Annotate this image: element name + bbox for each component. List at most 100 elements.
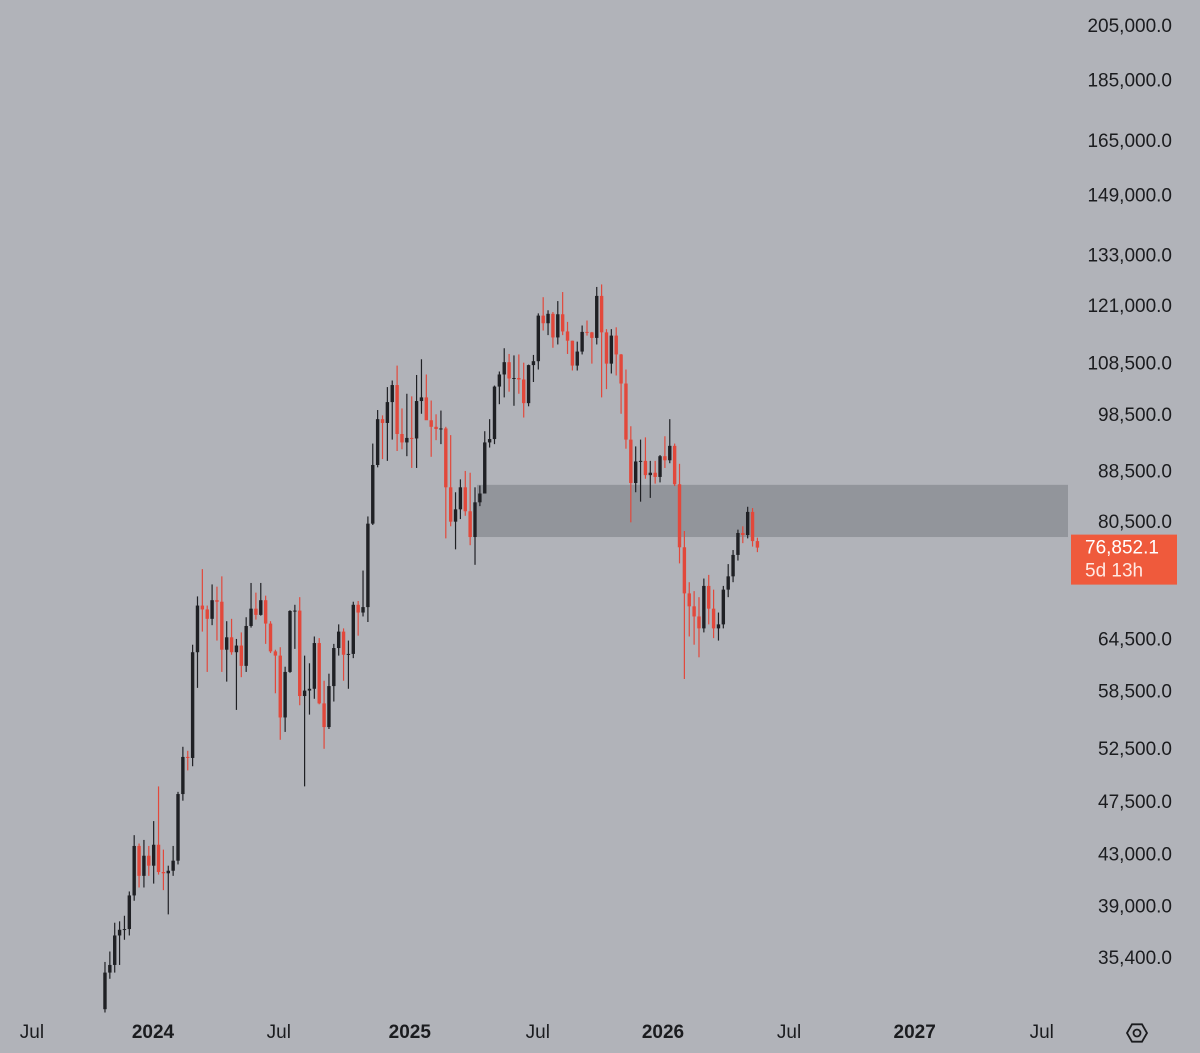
candle-body bbox=[682, 547, 687, 594]
y-tick-label: 98,500.0 bbox=[1098, 405, 1172, 426]
candle-body bbox=[332, 648, 336, 687]
candle-body bbox=[536, 315, 541, 362]
candle-body bbox=[556, 314, 560, 338]
candle-body bbox=[633, 461, 638, 484]
candle-body bbox=[224, 637, 229, 650]
candle-body bbox=[711, 608, 716, 629]
candle-body bbox=[599, 295, 604, 333]
candle-body bbox=[741, 532, 745, 535]
y-tick-label: 205,000.0 bbox=[1087, 16, 1172, 37]
last-price-box bbox=[1071, 534, 1177, 585]
candle-body bbox=[658, 456, 662, 477]
countdown-label: 5d 13h bbox=[1085, 561, 1143, 582]
candle-body bbox=[156, 844, 161, 873]
candle-body bbox=[702, 585, 706, 629]
candle-body bbox=[624, 383, 628, 440]
candle-body bbox=[736, 532, 740, 555]
candle-body bbox=[186, 756, 190, 758]
candle-body bbox=[595, 295, 599, 338]
candle-body bbox=[195, 605, 200, 653]
candle-body bbox=[541, 315, 545, 324]
candle-body bbox=[512, 377, 516, 379]
candle-body bbox=[341, 631, 346, 655]
candle-body bbox=[604, 332, 609, 364]
candle-body bbox=[215, 600, 219, 602]
candle-body bbox=[546, 313, 550, 324]
candle-body bbox=[366, 523, 370, 608]
candle-body bbox=[351, 604, 355, 654]
candle-body bbox=[122, 929, 127, 931]
candle-body bbox=[609, 335, 614, 364]
candle-body bbox=[750, 511, 755, 542]
candle-body bbox=[205, 609, 209, 619]
candle-body bbox=[395, 385, 399, 434]
candle-body bbox=[346, 653, 351, 655]
y-tick-label: 58,500.0 bbox=[1098, 681, 1172, 702]
candle-body bbox=[380, 419, 385, 423]
candle-body bbox=[663, 456, 667, 461]
x-tick-label: 2027 bbox=[894, 1022, 936, 1043]
candle-body bbox=[434, 426, 438, 430]
candle-body bbox=[400, 433, 404, 443]
x-tick-label: Jul bbox=[1030, 1022, 1054, 1043]
candle-body bbox=[526, 365, 531, 404]
candle-body bbox=[239, 645, 244, 666]
candle-body bbox=[755, 541, 760, 548]
candle-body bbox=[570, 340, 575, 366]
candle-body bbox=[327, 686, 331, 728]
candle-body bbox=[234, 645, 239, 653]
candle-body bbox=[424, 397, 429, 421]
y-tick-label: 52,500.0 bbox=[1098, 739, 1172, 760]
candle-body bbox=[590, 332, 594, 338]
candle-body bbox=[405, 437, 409, 443]
candle-body bbox=[692, 606, 696, 617]
candle-body bbox=[302, 690, 307, 697]
candle-body bbox=[726, 576, 730, 590]
candle-body bbox=[322, 703, 326, 728]
candle-body bbox=[390, 385, 394, 403]
candle-body bbox=[668, 445, 672, 461]
y-tick-label: 108,500.0 bbox=[1087, 354, 1172, 375]
x-tick-label: Jul bbox=[267, 1022, 291, 1043]
candle-body bbox=[429, 420, 433, 427]
candle-body bbox=[453, 509, 458, 522]
x-tick-label: 2024 bbox=[132, 1022, 175, 1043]
plot-area bbox=[103, 284, 1068, 1013]
candle-body bbox=[629, 439, 633, 484]
candle-body bbox=[614, 335, 618, 355]
y-tick-label: 133,000.0 bbox=[1087, 246, 1172, 267]
candle-body bbox=[375, 419, 380, 465]
price-zone bbox=[476, 484, 1068, 538]
candle-body bbox=[648, 472, 652, 476]
candle-body bbox=[190, 652, 195, 758]
candle-body bbox=[268, 623, 273, 652]
candle-body bbox=[283, 671, 287, 718]
candle-body bbox=[103, 972, 107, 1010]
x-tick-label: 2026 bbox=[642, 1022, 684, 1043]
candle-body bbox=[458, 487, 463, 510]
candle-body bbox=[356, 604, 360, 613]
candle-body bbox=[132, 845, 136, 896]
candle-body bbox=[176, 794, 180, 861]
candle-body bbox=[580, 331, 584, 352]
candle-body bbox=[166, 870, 170, 874]
candle-body bbox=[181, 756, 185, 795]
settings-hexagon bbox=[1125, 1023, 1149, 1043]
settings-button[interactable] bbox=[1125, 1023, 1149, 1043]
candle-body bbox=[483, 442, 487, 494]
y-tick-label: 185,000.0 bbox=[1087, 70, 1172, 91]
candle-body bbox=[463, 487, 467, 512]
candle-body bbox=[147, 855, 151, 866]
candle-body bbox=[371, 464, 375, 524]
y-tick-label: 43,000.0 bbox=[1098, 845, 1172, 866]
candle-body bbox=[497, 374, 502, 387]
candle-body bbox=[638, 460, 643, 462]
candle-body bbox=[307, 688, 312, 691]
last-price-label: 76,852.1 bbox=[1085, 538, 1159, 559]
candle-body bbox=[492, 386, 497, 440]
candle-body bbox=[473, 502, 477, 538]
candle-body bbox=[560, 314, 565, 332]
candle-body bbox=[522, 379, 526, 404]
candle-body bbox=[439, 428, 443, 430]
